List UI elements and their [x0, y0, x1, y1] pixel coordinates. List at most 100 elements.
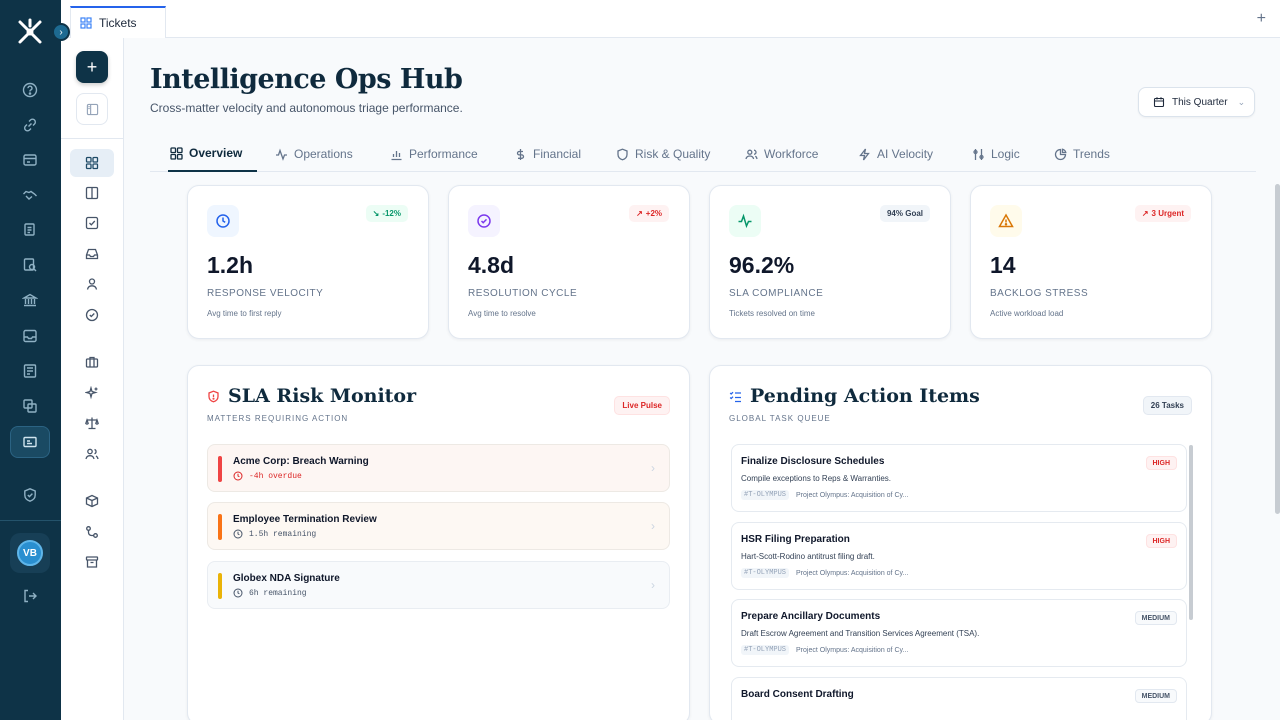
task-code: #T-OLYMPUS [741, 568, 790, 578]
grid-icon [170, 146, 183, 160]
tab-risk-quality[interactable]: Risk & Quality [616, 136, 710, 172]
tab-label: AI Velocity [877, 147, 934, 161]
documents-icon[interactable] [20, 220, 40, 240]
kpi-label: BACKLOG STRESS [990, 288, 1089, 299]
shield-icon [617, 147, 628, 160]
checklist-icon [729, 391, 741, 402]
kpi-card-backlog-stress[interactable]: ↗ 3 Urgent 14 BACKLOG STRESS Active workl… [970, 185, 1212, 339]
tab-operations[interactable]: Operations [275, 136, 353, 172]
sidebar-toggle-button[interactable]: › [52, 23, 70, 41]
tab-performance[interactable]: Performance [390, 136, 478, 172]
kpi-card-sla-compliance[interactable]: 94% Goal 96.2% SLA COMPLIANCE Tickets re… [709, 185, 951, 339]
tab-financial[interactable]: Financial [514, 136, 581, 172]
risk-time-text: 1.5h remaining [249, 529, 317, 539]
task-project: Project Olympus: Acquisition of Cy... [796, 569, 909, 577]
sidebar-item-archive[interactable] [82, 552, 102, 572]
grid-icon [80, 17, 92, 29]
tab-workforce[interactable]: Workforce [745, 136, 818, 172]
risk-time: -4h overdue [233, 471, 302, 481]
search-docs-icon[interactable] [20, 255, 40, 275]
tab-label: Risk & Quality [635, 147, 711, 161]
task-item[interactable]: Finalize Disclosure Schedules Compile ex… [731, 444, 1187, 512]
tab-logic[interactable]: Logic [972, 136, 1020, 172]
sidebar-item-team[interactable] [82, 444, 102, 464]
handshake-icon[interactable] [20, 185, 40, 205]
tab-ai-velocity[interactable]: AI Velocity [858, 136, 933, 172]
rail-divider [0, 520, 61, 521]
help-icon[interactable] [20, 80, 40, 100]
trend-badge: ↗ +2% [629, 205, 669, 222]
court-icon[interactable] [20, 290, 40, 310]
logout-icon[interactable] [20, 586, 40, 606]
live-pulse-badge: Live Pulse [614, 396, 670, 415]
task-name: Prepare Ancillary Documents [741, 611, 881, 622]
translate-icon[interactable] [20, 396, 40, 416]
kpi-card-response-velocity[interactable]: ↘ -12% 1.2h RESPONSE VELOCITY Avg time to… [187, 185, 429, 339]
task-description: Draft Escrow Agreement and Transition Se… [741, 629, 980, 638]
link-icon[interactable] [20, 115, 40, 135]
severity-bar [218, 456, 222, 482]
risk-time-text: -4h overdue [249, 471, 302, 481]
risk-time: 1.5h remaining [233, 529, 316, 539]
task-code: #T-OLYMPUS [741, 490, 790, 500]
risk-item[interactable]: Employee Termination Review 1.5h remaini… [207, 502, 670, 550]
billing-icon[interactable] [20, 150, 40, 170]
sidebar-item-user[interactable] [82, 274, 102, 294]
user-avatar[interactable]: VB [10, 533, 50, 573]
task-name: Board Consent Drafting [741, 689, 854, 700]
kpi-subtext: Tickets resolved on time [729, 309, 815, 318]
activity-icon [276, 147, 287, 161]
panel-toggle-button[interactable] [76, 93, 108, 125]
task-item[interactable]: Board Consent Drafting MEDIUM [731, 677, 1187, 720]
period-select[interactable]: This Quarter ⌄ [1138, 87, 1255, 117]
kpi-card-resolution-cycle[interactable]: ↗ +2% 4.8d RESOLUTION CYCLE Avg time to r… [448, 185, 690, 339]
trend-up-icon: ↗ [1141, 209, 1149, 218]
app-logo-icon[interactable] [14, 16, 46, 48]
new-tab-button[interactable]: + [1256, 10, 1266, 27]
sidebar-item-tasks[interactable] [82, 213, 102, 233]
sidebar-item-inbox[interactable] [82, 244, 102, 264]
task-list-scrollbar[interactable] [1189, 445, 1193, 620]
warning-icon [990, 205, 1022, 237]
clock-icon [233, 529, 243, 539]
secondary-sidebar: + [61, 38, 124, 720]
sidebar-item-workflow[interactable] [82, 522, 102, 542]
shield-check-icon[interactable] [20, 485, 40, 505]
inbox-icon[interactable] [20, 326, 40, 346]
page-scrollbar[interactable] [1275, 184, 1280, 514]
risk-item[interactable]: Globex NDA Signature 6h remaining › [207, 561, 670, 609]
sidebar-item-board[interactable] [82, 183, 102, 203]
tab-tickets[interactable]: Tickets [70, 6, 166, 38]
sidebar-item-ai[interactable] [82, 383, 102, 403]
risk-time-text: 6h remaining [249, 588, 307, 598]
task-item[interactable]: Prepare Ancillary Documents Draft Escrow… [731, 599, 1187, 667]
app-rail: › VB [0, 0, 70, 720]
tab-overview[interactable]: Overview [168, 136, 257, 172]
sidebar-item-approvals[interactable] [82, 305, 102, 325]
task-item[interactable]: HSR Filing Preparation Hart-Scott-Rodino… [731, 522, 1187, 590]
period-label: This Quarter [1172, 96, 1228, 108]
sidebar-item-briefcase[interactable] [82, 352, 102, 372]
panel-subtitle: MATTERS REQUIRING ACTION [207, 414, 349, 423]
panel-subtitle: GLOBAL TASK QUEUE [729, 414, 831, 423]
tab-label: Overview [189, 146, 243, 160]
risk-time: 6h remaining [233, 588, 307, 598]
ledger-icon[interactable] [20, 361, 40, 381]
risk-name: Employee Termination Review [233, 514, 377, 525]
page-subtitle: Cross-matter velocity and autonomous tri… [150, 101, 463, 115]
sidebar-item-legal[interactable] [82, 413, 102, 433]
tab-trends[interactable]: Trends [1054, 136, 1110, 172]
pie-chart-icon [1054, 147, 1067, 160]
tab-label: Operations [294, 147, 353, 161]
tab-label: Tickets [99, 16, 137, 30]
section-tabs: Overview Operations Performance Financia… [150, 136, 1256, 172]
sidebar-item-package[interactable] [82, 491, 102, 511]
users-icon [745, 149, 758, 159]
sidebar-item-dashboard[interactable] [70, 149, 114, 177]
create-new-button[interactable]: + [76, 51, 108, 83]
risk-item[interactable]: Acme Corp: Breach Warning -4h overdue › [207, 444, 670, 492]
tickets-nav-icon[interactable] [10, 426, 50, 458]
priority-badge: MEDIUM [1134, 611, 1177, 625]
tab-label: Performance [409, 147, 478, 161]
trend-value: -12% [382, 209, 401, 218]
